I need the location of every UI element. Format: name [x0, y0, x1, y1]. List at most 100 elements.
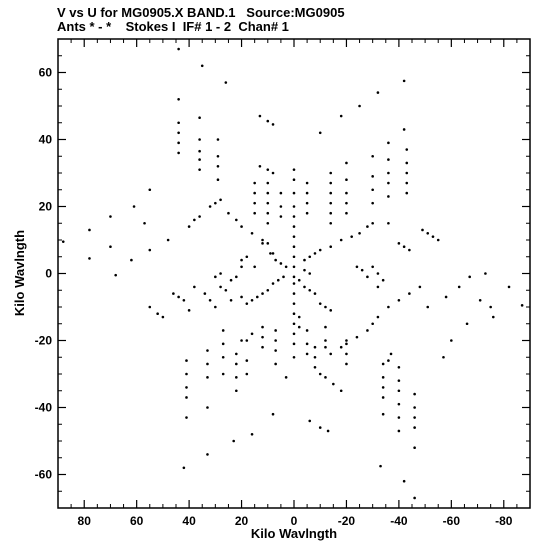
data-point: [366, 329, 369, 332]
data-point: [148, 305, 152, 309]
data-point: [358, 104, 361, 108]
data-point: [397, 416, 401, 419]
data-point: [177, 121, 180, 125]
data-point: [436, 238, 440, 242]
data-point: [245, 302, 249, 305]
data-point: [274, 339, 277, 342]
data-point: [329, 309, 333, 312]
data-point: [413, 406, 416, 409]
data-point: [185, 359, 188, 362]
data-point: [282, 275, 285, 279]
data-point: [308, 255, 312, 259]
data-point: [468, 275, 471, 279]
data-point: [253, 191, 256, 195]
data-point: [258, 114, 262, 118]
data-point: [185, 396, 188, 399]
data-point: [329, 191, 333, 195]
y-axis-title: Kilo Wavlngth: [12, 230, 27, 316]
data-point: [405, 148, 409, 151]
data-point: [156, 312, 159, 316]
data-point: [292, 225, 296, 228]
data-point: [292, 205, 296, 208]
data-point: [329, 171, 333, 175]
data-point: [269, 252, 272, 255]
data-point: [271, 252, 275, 255]
y-tick-label: -20: [35, 334, 53, 348]
data-point: [303, 258, 306, 262]
data-point: [345, 178, 348, 181]
y-tick-label: 20: [39, 200, 53, 214]
data-point: [329, 211, 333, 215]
data-point: [266, 211, 270, 215]
data-point: [329, 221, 333, 225]
data-point: [187, 225, 191, 228]
data-point: [318, 248, 322, 252]
data-point: [308, 288, 312, 292]
x-tick-label: -20: [338, 514, 356, 528]
data-point: [413, 426, 416, 429]
data-point: [444, 295, 448, 299]
data-point: [240, 295, 243, 299]
data-point: [491, 315, 495, 319]
data-point: [161, 315, 165, 319]
data-point: [297, 325, 301, 329]
data-point: [114, 273, 117, 277]
data-point: [109, 245, 112, 248]
data-point: [292, 191, 296, 195]
data-point: [253, 265, 256, 269]
plot-title-line-1: V vs U for MG0905.X BAND.1 Source:MG0905: [57, 5, 345, 20]
data-point: [413, 392, 416, 396]
data-point: [250, 332, 254, 336]
data-point: [489, 305, 492, 309]
data-point: [297, 278, 301, 282]
data-point: [305, 201, 309, 205]
data-point: [292, 168, 296, 171]
data-point: [132, 205, 136, 208]
data-point: [387, 158, 390, 161]
data-point: [413, 446, 416, 450]
data-point: [148, 188, 152, 192]
data-point: [261, 335, 264, 339]
data-point: [413, 496, 416, 500]
data-point: [329, 201, 333, 205]
data-point: [216, 178, 220, 181]
y-tick-label: -40: [35, 401, 53, 415]
data-point: [292, 342, 296, 346]
data-point: [235, 218, 238, 222]
data-point: [418, 285, 422, 289]
data-point: [206, 349, 209, 352]
data-point: [232, 439, 235, 443]
data-point: [381, 362, 385, 366]
data-point: [387, 181, 390, 185]
data-point: [240, 225, 243, 228]
axis-ticks: [58, 39, 530, 508]
data-point: [387, 359, 390, 362]
data-point: [292, 265, 296, 269]
data-point: [284, 376, 288, 379]
data-point: [329, 181, 333, 185]
data-point: [61, 240, 65, 243]
data-point: [245, 255, 249, 259]
data-point: [177, 47, 180, 51]
data-point: [224, 81, 228, 84]
data-point: [261, 345, 264, 349]
data-point: [198, 215, 201, 218]
data-point: [227, 211, 230, 215]
data-point: [261, 238, 264, 242]
data-point: [250, 232, 254, 235]
data-point: [405, 161, 409, 165]
data-point: [253, 211, 256, 215]
data-point: [305, 342, 309, 346]
data-point: [253, 181, 256, 185]
data-point: [279, 205, 283, 208]
data-point: [431, 235, 435, 238]
x-tick-labels: 80 60 40 20 0 -20 -40 -60 -80: [78, 514, 513, 528]
data-point: [292, 235, 296, 238]
data-point: [397, 402, 401, 406]
data-point: [292, 355, 296, 359]
data-point: [235, 389, 238, 393]
data-point: [292, 215, 296, 218]
data-point: [345, 362, 348, 366]
data-point: [258, 165, 262, 168]
data-point: [397, 242, 401, 245]
